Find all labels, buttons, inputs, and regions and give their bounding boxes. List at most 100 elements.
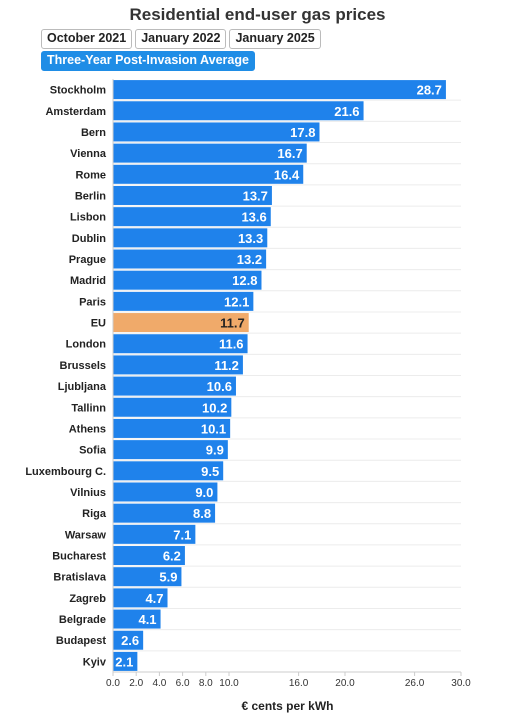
value-label: 13.7 [243, 188, 268, 203]
value-label: 13.2 [237, 252, 262, 267]
bar [113, 440, 228, 460]
bar [113, 567, 182, 587]
x-tick-label: 4.0 [152, 678, 166, 689]
bar [113, 546, 185, 566]
bar [113, 630, 144, 650]
category-label: Paris [79, 296, 106, 308]
category-label: Budapest [56, 635, 106, 647]
bar [113, 418, 231, 438]
value-label: 11.7 [220, 316, 245, 331]
value-label: 5.9 [159, 570, 177, 585]
bar [113, 313, 249, 333]
value-label: 7.1 [173, 527, 191, 542]
tab-january-2022[interactable]: January 2022 [135, 29, 227, 49]
category-label: Luxembourg C. [25, 466, 106, 478]
bar [113, 80, 446, 100]
bar [113, 291, 254, 311]
x-tick-label: 16.0 [289, 678, 309, 689]
value-label: 4.1 [138, 612, 156, 627]
value-label: 16.4 [274, 167, 300, 182]
category-label: Kyiv [83, 656, 107, 668]
bar [113, 143, 307, 163]
value-label: 4.7 [145, 591, 163, 606]
value-label: 11.2 [214, 358, 239, 373]
bar [113, 524, 196, 544]
value-label: 12.1 [224, 294, 249, 309]
value-label: 9.5 [201, 464, 219, 479]
category-label: Amsterdam [45, 106, 106, 118]
x-axis-label: € cents per kWh [241, 699, 334, 713]
value-label: 2.6 [121, 633, 139, 648]
tab-three-year-average[interactable]: Three-Year Post-Invasion Average [41, 51, 255, 71]
value-label: 17.8 [290, 125, 315, 140]
category-label: EU [91, 318, 106, 330]
bar [113, 397, 232, 417]
value-label: 8.8 [193, 506, 211, 521]
category-label: Sofia [79, 445, 107, 457]
category-label: Zagreb [69, 593, 106, 605]
category-label: Rome [75, 169, 106, 181]
value-label: 9.0 [195, 485, 213, 500]
value-label: 13.3 [238, 231, 263, 246]
value-label: 28.7 [417, 83, 442, 98]
bar [113, 185, 272, 205]
category-label: Madrid [70, 275, 106, 287]
bar [113, 482, 218, 502]
tab-october-2021[interactable]: October 2021 [41, 29, 133, 49]
category-label: Berlin [75, 190, 106, 202]
x-tick-label: 8.0 [199, 678, 213, 689]
bar [113, 355, 243, 375]
bar [113, 334, 248, 354]
category-label: Bratislava [53, 572, 106, 584]
x-tick-label: 2.0 [129, 678, 143, 689]
category-label: Vilnius [70, 487, 106, 499]
category-label: Dublin [72, 233, 106, 245]
value-label: 6.2 [163, 549, 181, 564]
value-label: 10.2 [202, 400, 227, 415]
bar [113, 588, 168, 608]
bar [113, 101, 364, 121]
value-label: 10.1 [201, 421, 226, 436]
category-label: Tallinn [71, 402, 106, 414]
value-label: 11.6 [219, 337, 244, 352]
tab-january-2025[interactable]: January 2025 [229, 29, 321, 49]
category-label: Lisbon [70, 212, 106, 224]
x-tick-label: 20.0 [335, 678, 355, 689]
category-label: Bucharest [52, 551, 106, 563]
category-label: Athens [69, 423, 106, 435]
value-label: 13.6 [241, 210, 266, 225]
category-label: Brussels [60, 360, 106, 372]
category-label: Vienna [70, 148, 107, 160]
x-tick-label: 26.0 [405, 678, 425, 689]
value-label: 10.6 [207, 379, 232, 394]
value-label: 21.6 [334, 104, 359, 119]
category-label: Warsaw [65, 529, 107, 541]
bar [113, 249, 267, 269]
category-label: Prague [69, 254, 106, 266]
category-label: Riga [82, 508, 107, 520]
category-label: Stockholm [50, 85, 106, 97]
bar [113, 164, 304, 184]
x-tick-label: 6.0 [176, 678, 190, 689]
bar [113, 376, 236, 396]
bar [113, 503, 216, 523]
period-tabs: October 2021 January 2022 January 2025 T… [41, 29, 321, 73]
category-label: London [66, 339, 107, 351]
x-tick-label: 30.0 [451, 678, 471, 689]
value-label: 2.1 [115, 654, 133, 669]
category-label: Ljubljana [58, 381, 107, 393]
chart-title: Residential end-user gas prices [129, 5, 386, 24]
category-label: Bern [81, 127, 106, 139]
bar [113, 207, 271, 227]
bar [113, 270, 262, 290]
bar [113, 228, 268, 248]
x-tick-label: 10.0 [219, 678, 239, 689]
x-tick-label: 0.0 [106, 678, 120, 689]
value-label: 16.7 [277, 146, 302, 161]
category-label: Belgrade [59, 614, 106, 626]
bar [113, 122, 320, 142]
bar [113, 651, 138, 671]
value-label: 9.9 [206, 443, 224, 458]
bar [113, 461, 224, 481]
